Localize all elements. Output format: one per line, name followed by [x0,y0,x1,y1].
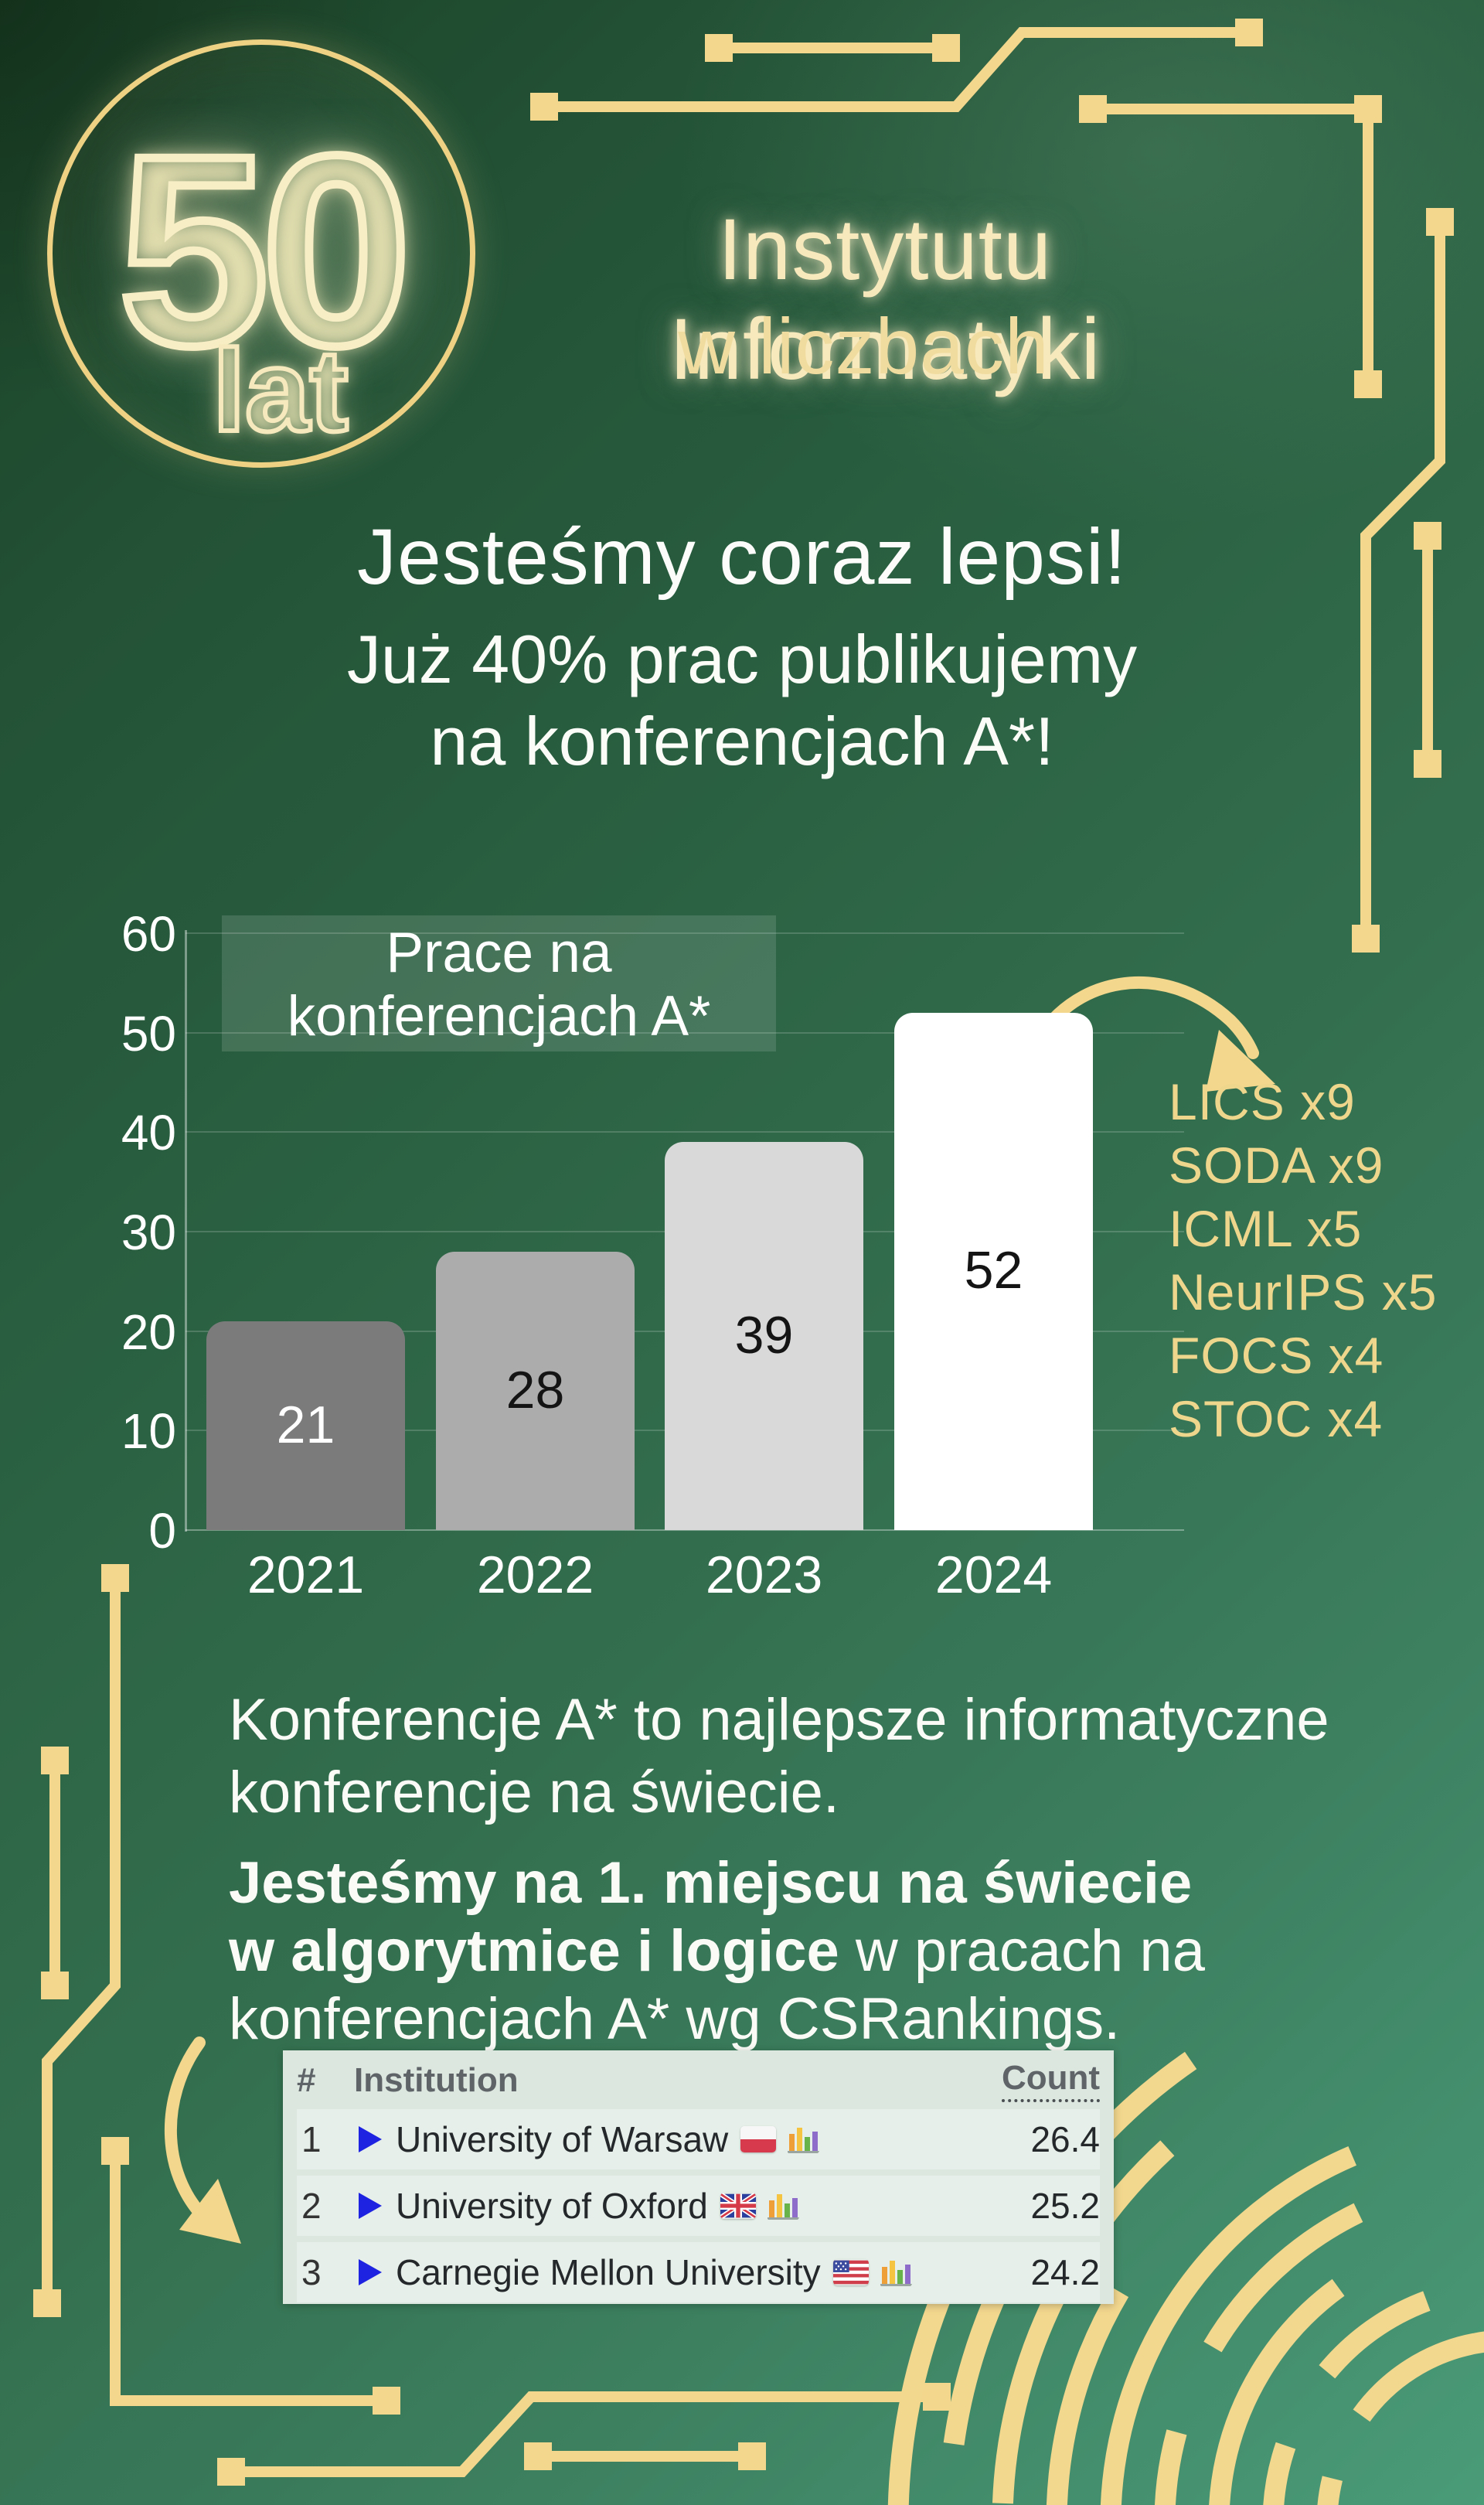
count-value: 25.2 [1030,2186,1100,2226]
x-axis-tick-label: 2024 [934,1546,1053,1604]
uk-flag-icon [720,2193,756,2219]
expand-triangle-icon [359,2259,382,2285]
csrankings-table: # Institution Count 1 University of Wars… [283,2050,1114,2304]
bar-chart-icon [880,2258,912,2287]
list-item: ICML x5 [1169,1200,1363,1257]
y-axis-tick-label: 60 [121,905,176,962]
us-flag-icon [832,2259,869,2285]
bar-value-label: 28 [505,1360,565,1420]
bar-chart-icon [767,2191,799,2220]
chart-title-line1: Prace na [386,922,612,984]
institution-name: Carnegie Mellon University [396,2252,821,2292]
bar-2023 [665,1142,863,1530]
count-column-header: Count [1001,2059,1100,2102]
regular-text: w pracach na [839,1918,1205,1984]
rank-value: 1 [301,2119,322,2159]
list-item: SODA x9 [1169,1137,1384,1194]
headline-main: Jesteśmy coraz lepsi! [357,513,1127,601]
bar-value-label: 52 [964,1241,1023,1300]
table-row: 3 Carnegie Mellon University 24.2 [297,2242,1100,2302]
y-axis-tick-label: 0 [148,1503,176,1559]
paragraph-line: konferencjach A* wg CSRankings. [229,1986,1121,2052]
count-value: 26.4 [1030,2119,1100,2159]
bar-value-label: 39 [734,1306,794,1365]
headline-sub-line1: Już 40% prac publikujemy [346,621,1138,697]
count-value: 24.2 [1030,2252,1100,2292]
table-header-row: # Institution Count [297,2058,1100,2103]
rank-value: 3 [301,2252,322,2292]
paragraph-line: konferencje na świecie. [229,1760,839,1825]
anniversary-badge: 50 lat [47,39,475,468]
paragraph-conferences: Konferencje A* to najlepsze informatyczn… [229,1684,1329,1829]
page-title-line1: Instytutu Informatyki [669,201,1101,397]
arrow-to-ranking-table [164,2036,241,2244]
bar-2021 [206,1321,405,1530]
headline-sub-line2: na konferencjach A*! [430,703,1054,779]
bold-text: w algorytmice i logice [229,1918,839,1984]
y-axis-tick-label: 50 [121,1005,176,1062]
institution-column-header: Institution [354,2061,519,2099]
gridline [186,1031,1184,1034]
bar-2022 [436,1251,635,1530]
paragraph-ranking: Jesteśmy na 1. miejscu na świecie w algo… [229,1849,1205,2053]
institution-name: University of Warsaw [396,2119,729,2159]
bold-text: Jesteśmy na 1. miejscu na świecie [229,1850,1193,1916]
conference-count-list: LICS x9 SODA x9 ICML x5 NeurIPS x5 FOCS … [1169,1070,1437,1450]
bar-value-label: 21 [276,1395,335,1454]
y-axis-tick-label: 10 [121,1403,176,1460]
rank-column-header: # [297,2061,316,2099]
expand-triangle-icon [359,2126,382,2152]
table-row: 2 University of Oxford 25.2 [297,2176,1100,2236]
page-title-line2: w liczbach [678,302,1050,390]
poland-flag-icon [740,2126,777,2152]
x-axis-tick-label: 2021 [247,1546,365,1604]
y-axis-tick-label: 20 [121,1304,176,1360]
chart-title-line2: konferencjach A* [287,985,711,1048]
expand-triangle-icon [359,2193,382,2219]
institution-name: University of Oxford [396,2186,708,2226]
list-item: FOCS x4 [1169,1327,1384,1384]
table-row: 1 University of Warsaw 26.4 [297,2109,1100,2169]
y-axis-tick-label: 30 [121,1204,176,1260]
badge-label: lat [210,325,350,455]
x-axis-tick-label: 2022 [476,1546,594,1604]
x-axis-tick-label: 2023 [705,1546,823,1604]
list-item: LICS x9 [1169,1073,1356,1130]
bar-2024 [894,1012,1093,1530]
gridline [186,932,1184,934]
gridline [186,1529,1184,1531]
rank-value: 2 [301,2186,322,2226]
bar-chart-icon [787,2125,820,2154]
y-axis-line [185,930,187,1532]
list-item: NeurIPS x5 [1169,1263,1438,1321]
chart-title-box: Prace na konferencjach A* [222,915,776,1051]
list-item: STOC x4 [1169,1390,1384,1447]
y-axis-tick-label: 40 [121,1105,176,1161]
badge-number: 50 [114,100,416,402]
paragraph-line: Konferencje A* to najlepsze informatyczn… [229,1687,1329,1753]
gridline [186,1131,1184,1133]
